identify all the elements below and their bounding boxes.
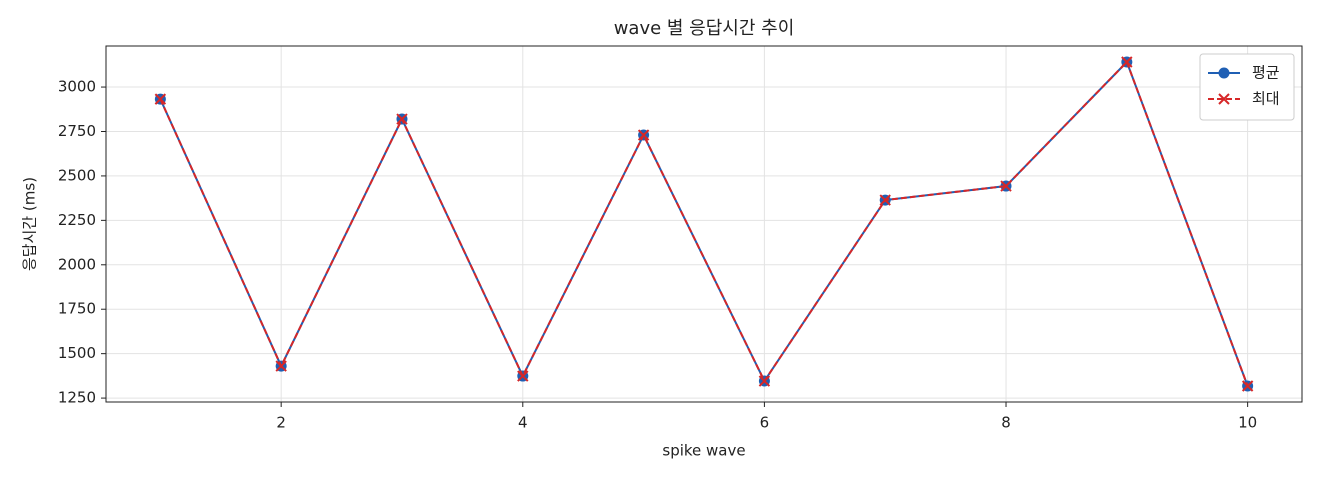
marker <box>517 370 529 382</box>
y-tick-label: 2500 <box>58 166 96 184</box>
plot-frame <box>105 45 1303 403</box>
y-tick-label: 2750 <box>58 122 96 140</box>
legend-label: 평균 <box>1252 64 1280 82</box>
marker <box>637 129 650 141</box>
y-axis-label: 응답시간 (ms) <box>21 177 39 271</box>
x-axis-label: spike wave <box>662 442 745 460</box>
legend-label: 최대 <box>1252 90 1280 108</box>
x-tick-label: 2 <box>276 414 286 432</box>
series-line <box>159 60 1249 387</box>
marker <box>758 375 771 387</box>
marker <box>1121 56 1133 68</box>
x-tick-label: 8 <box>1001 414 1011 432</box>
marker <box>1218 93 1230 105</box>
series-line <box>159 60 1249 387</box>
y-tick-label: 1750 <box>58 300 96 318</box>
marker <box>154 93 167 105</box>
x-tick-label: 4 <box>518 414 528 432</box>
marker <box>275 360 287 372</box>
marker <box>1241 380 1254 392</box>
x-tick-label: 6 <box>760 414 770 432</box>
marker <box>396 113 408 125</box>
x-tick-label: 10 <box>1238 414 1257 432</box>
marker <box>879 194 891 206</box>
chart-title: wave 별 응답시간 추이 <box>614 18 795 39</box>
y-tick-label: 1500 <box>58 344 96 362</box>
y-tick-label: 2250 <box>58 211 96 229</box>
legend-box <box>1199 53 1295 121</box>
y-tick-label: 2000 <box>58 255 96 273</box>
y-tick-label: 1250 <box>58 389 96 407</box>
marker <box>1218 67 1230 79</box>
y-tick-label: 3000 <box>58 78 96 96</box>
marker <box>1000 180 1012 192</box>
